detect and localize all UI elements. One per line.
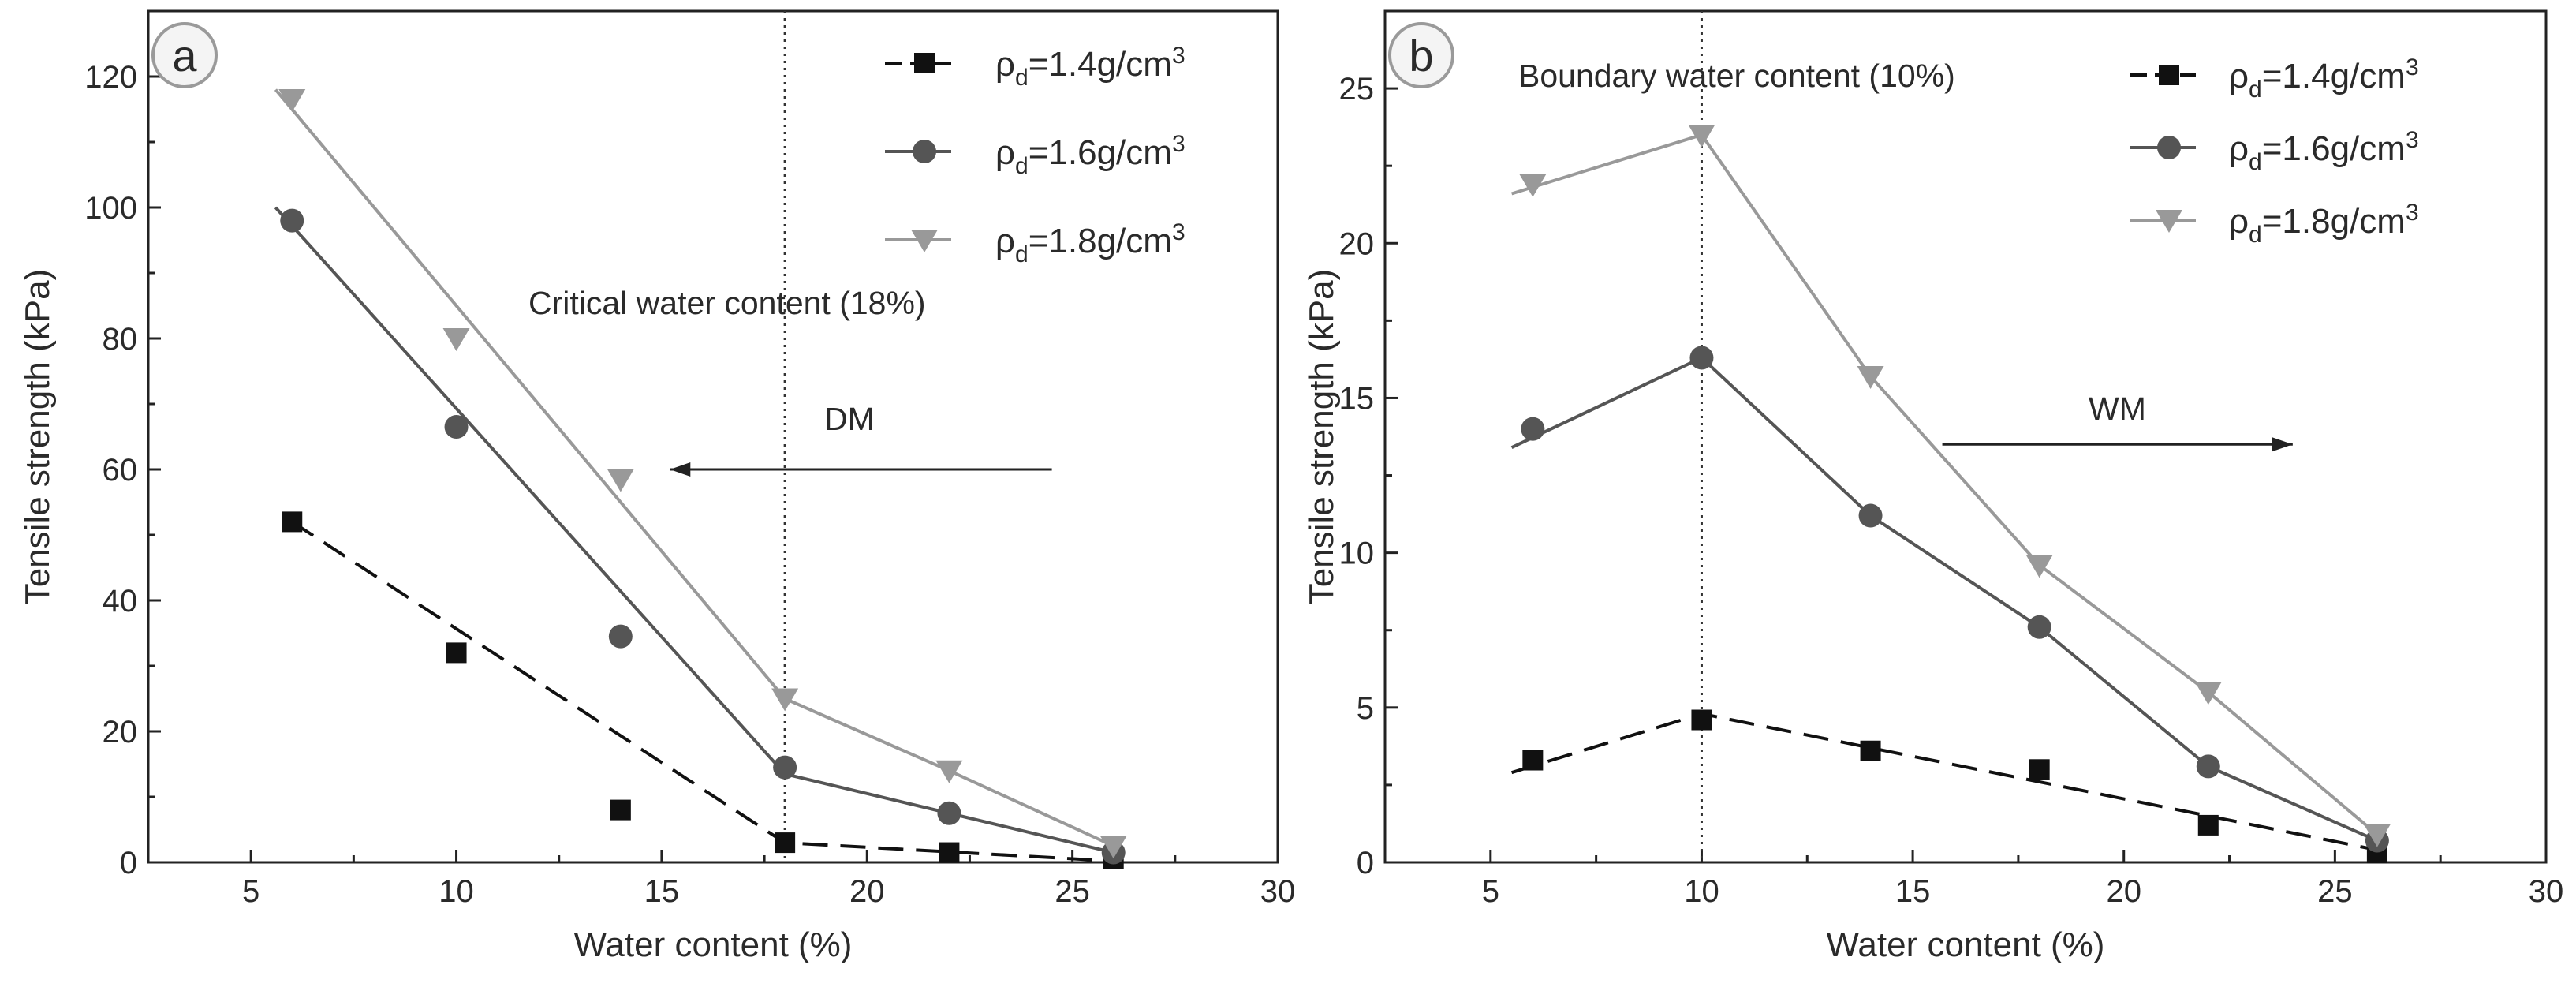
arrow-head [2272,437,2293,452]
data-point [771,688,799,712]
x-tick-label: 5 [242,874,259,909]
data-point [2025,555,2053,578]
x-tick-label: 5 [1482,874,1499,909]
data-point [444,415,469,439]
legend-marker [2159,65,2179,85]
panel-b: 5 10 15 20 25 30 0 5 10 15 20 25 Water content (%) Te… [1302,9,2564,964]
y-axis-title: Tensile strength (kPa) [18,269,57,605]
legend-label: ρd=1.6g/cm3 [995,131,1185,179]
y-tick-label: 20 [103,715,138,750]
x-tick-label: 15 [1895,874,1931,909]
y-tick-label: 100 [84,191,137,226]
vline-label: Boundary water content (10%) [1518,58,1955,94]
arrow-head [670,462,691,477]
data-point [1519,174,1547,197]
plot-frame [147,9,1279,864]
series-line [274,88,1114,848]
data-point [1099,836,1127,859]
data-point [1860,740,1881,761]
panel-a: 5 10 15 20 25 30 0 20 40 60 80 100 120 Water content … [18,9,1296,964]
legend-marker [914,53,935,73]
y-tick-label: 5 [1357,691,1374,726]
y-tick-label: 25 [1339,72,1375,107]
legend-label: ρd=1.6g/cm3 [2229,127,2419,175]
data-point [1522,750,1544,771]
plot-frame [1383,9,2548,864]
data-point [446,642,467,664]
data-point [1857,365,1884,389]
series-line [1510,133,2379,836]
data-point [442,328,470,351]
x-axis-title: Water content (%) [574,925,853,964]
data-point [1688,124,1715,148]
data-point [1691,709,1712,731]
x-tick-label: 25 [1055,874,1090,909]
y-tick-label: 40 [103,584,138,619]
legend-label: ρd=1.8g/cm3 [995,219,1185,267]
panel-label-badge [1388,22,1454,88]
x-tick-label: 20 [849,874,885,909]
legend-label: ρd=1.8g/cm3 [2229,200,2419,248]
legend-marker [2157,136,2181,159]
arrow-label: DM [824,401,875,437]
y-tick-label: 15 [1339,381,1375,416]
data-point [278,89,306,113]
data-point [282,511,303,533]
data-point [2194,682,2222,705]
panel-label: a [172,31,197,80]
x-tick-label: 25 [2317,874,2353,909]
data-point [2027,615,2051,639]
series-line [1510,356,2378,843]
data-point [2197,814,2219,836]
data-point [1689,346,1714,370]
legend-marker [911,230,938,252]
data-point [610,799,631,821]
x-tick-label: 10 [1684,874,1719,909]
y-tick-label: 0 [120,846,137,880]
x-tick-label: 20 [2106,874,2141,909]
data-point [939,842,960,863]
x-tick-label: 30 [2529,874,2564,909]
legend-marker [913,140,936,163]
data-point [2029,759,2050,780]
x-axis-title: Water content (%) [1827,925,2105,964]
data-point [937,801,961,825]
series-line [291,520,1114,863]
legend-label: ρd=1.4g/cm3 [2229,54,2419,103]
y-tick-label: 20 [1339,226,1375,261]
y-tick-label: 120 [84,60,137,95]
x-tick-label: 30 [1260,874,1296,909]
panel-label-badge [151,22,218,88]
data-point [2363,824,2391,847]
x-tick-label: 15 [644,874,680,909]
y-axis-title: Tensile strength (kPa) [1302,269,1341,605]
data-point [607,469,634,492]
y-tick-label: 80 [103,322,138,357]
arrow-label: WM [2089,391,2146,427]
y-tick-label: 0 [1357,846,1374,880]
data-point [773,755,797,780]
data-point [2196,754,2220,779]
data-point [1858,503,1883,528]
panel-label: b [1409,31,1433,80]
data-point [935,760,963,783]
data-point [775,832,796,854]
legend-label: ρd=1.4g/cm3 [995,43,1185,91]
data-point [608,624,633,649]
data-point [1521,417,1545,441]
data-point [280,208,304,233]
y-tick-label: 10 [1339,536,1375,571]
legend-marker [2156,210,2182,233]
vline-label: Critical water content (18%) [528,285,926,321]
x-tick-label: 10 [439,874,474,909]
y-tick-label: 60 [103,453,138,488]
series-line [274,206,1114,854]
